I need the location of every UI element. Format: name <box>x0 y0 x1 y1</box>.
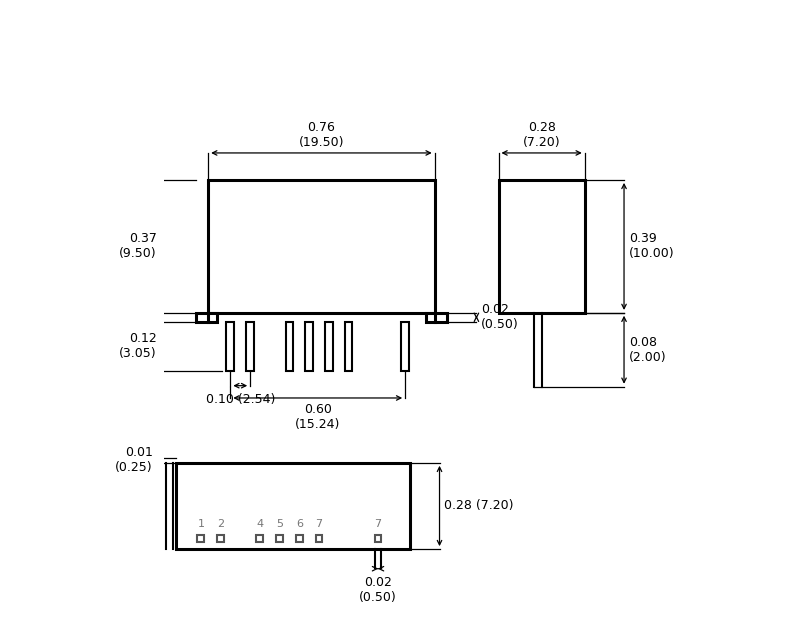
Text: 0.10 (2.54): 0.10 (2.54) <box>206 393 275 406</box>
Bar <box>257 535 263 542</box>
Bar <box>296 535 302 542</box>
Text: 0.01
(0.25): 0.01 (0.25) <box>115 447 153 475</box>
Text: 0.60
(15.24): 0.60 (15.24) <box>295 403 341 431</box>
Bar <box>246 321 254 371</box>
Text: 7: 7 <box>374 519 382 529</box>
Bar <box>315 535 322 542</box>
Text: 4: 4 <box>256 519 263 529</box>
Bar <box>196 313 218 321</box>
Bar <box>401 321 409 371</box>
Text: 0.37
(9.50): 0.37 (9.50) <box>119 233 157 261</box>
Text: 0.28
(7.20): 0.28 (7.20) <box>523 121 561 149</box>
Bar <box>498 180 585 313</box>
Bar <box>345 321 353 371</box>
Text: 1: 1 <box>198 519 204 529</box>
Bar <box>276 535 283 542</box>
Text: 0.76
(19.50): 0.76 (19.50) <box>298 121 344 149</box>
Text: 6: 6 <box>296 519 302 529</box>
Text: 0.28 (7.20): 0.28 (7.20) <box>445 500 514 512</box>
Text: 5: 5 <box>276 519 283 529</box>
Bar <box>426 313 447 321</box>
Bar <box>305 321 313 371</box>
Text: 0.08
(2.00): 0.08 (2.00) <box>629 335 666 364</box>
Bar <box>286 321 294 371</box>
Bar <box>217 535 224 542</box>
Bar <box>325 321 333 371</box>
Bar <box>226 321 234 371</box>
Bar <box>374 535 382 542</box>
Text: 2: 2 <box>217 519 224 529</box>
Text: 0.02
(0.50): 0.02 (0.50) <box>359 576 397 604</box>
Text: 0.12
(3.05): 0.12 (3.05) <box>119 332 157 360</box>
Bar <box>176 463 410 549</box>
Bar <box>198 535 204 542</box>
Text: 0.39
(10.00): 0.39 (10.00) <box>629 233 674 261</box>
Text: 0.02
(0.50): 0.02 (0.50) <box>482 304 519 331</box>
Text: 7: 7 <box>315 519 322 529</box>
Bar <box>208 180 434 313</box>
